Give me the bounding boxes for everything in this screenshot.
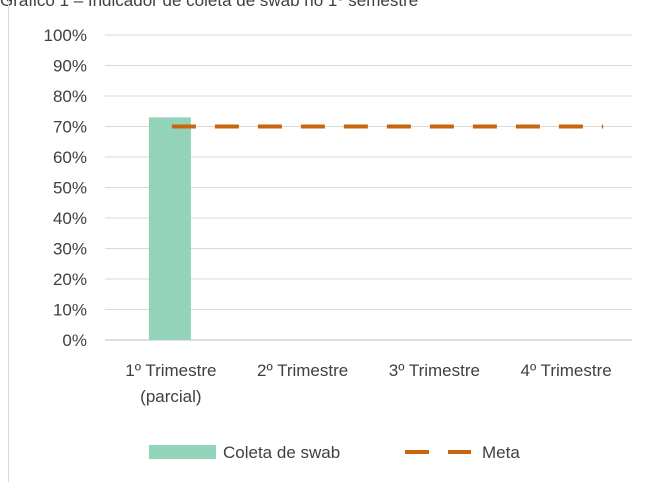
x-category-label: 3º Trimestre bbox=[389, 361, 480, 380]
y-tick-label: 70% bbox=[53, 118, 87, 137]
y-axis-ticks: 0% 10% 20% 30% 40% 50% 60% 70% 80% 90% 100% bbox=[44, 26, 87, 350]
y-tick-label: 50% bbox=[53, 179, 87, 198]
y-tick-label: 60% bbox=[53, 148, 87, 167]
legend-swatch-coleta-de-swab bbox=[149, 445, 216, 459]
bars bbox=[148, 117, 191, 340]
gridlines bbox=[105, 34, 632, 341]
chart-frame bbox=[8, 0, 652, 482]
y-tick-label: 40% bbox=[53, 209, 87, 228]
x-axis-categories: 1º Trimestre (parcial) 2º Trimestre 3º Trim… bbox=[125, 361, 611, 406]
legend-label-meta: Meta bbox=[482, 443, 520, 462]
y-tick-label: 80% bbox=[53, 87, 87, 106]
y-tick-label: 0% bbox=[62, 331, 87, 350]
x-category-label: 2º Trimestre bbox=[257, 361, 348, 380]
legend: Coleta de swab Meta bbox=[149, 443, 520, 462]
x-category-label: 4º Trimestre bbox=[521, 361, 612, 380]
legend-label-coleta-de-swab: Coleta de swab bbox=[223, 443, 340, 462]
y-tick-label: 10% bbox=[53, 301, 87, 320]
x-category-label: 1º Trimestre (parcial) bbox=[125, 361, 216, 406]
y-tick-label: 100% bbox=[44, 26, 87, 45]
bar-coleta-de-swab bbox=[148, 117, 191, 340]
chart-title: Gráfico 1 – Indicador de coleta de swab … bbox=[0, 0, 652, 9]
y-tick-label: 90% bbox=[53, 57, 87, 76]
y-tick-label: 30% bbox=[53, 240, 87, 259]
y-tick-label: 20% bbox=[53, 270, 87, 289]
